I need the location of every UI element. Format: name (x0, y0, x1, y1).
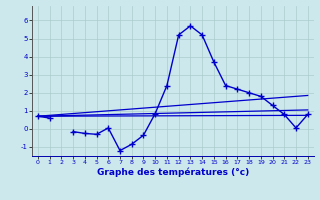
X-axis label: Graphe des températures (°c): Graphe des températures (°c) (97, 168, 249, 177)
